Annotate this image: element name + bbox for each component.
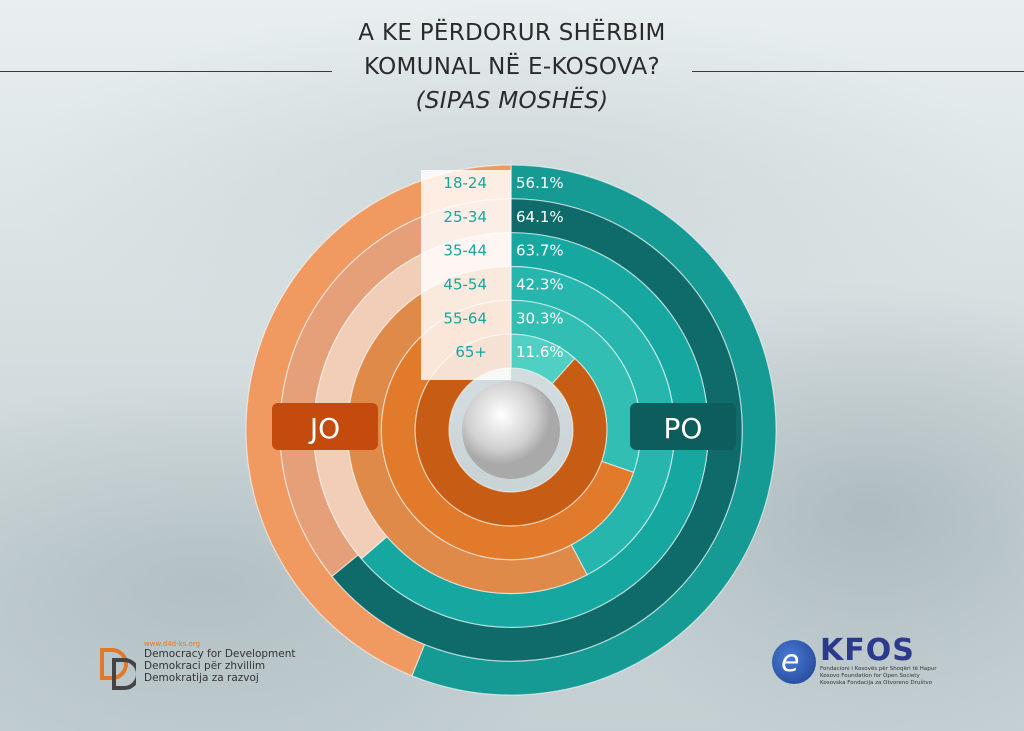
d4d-line-2: Demokraci për zhvillim — [144, 660, 266, 672]
category-label-0: 18-24 — [443, 174, 487, 192]
po-legend-box — [630, 403, 736, 450]
jo-legend-label: JO — [308, 412, 340, 445]
kfos-logo: e KFOS Fondacioni i Kosovës për Shoqëri … — [772, 636, 937, 687]
center-circle — [462, 381, 560, 479]
kfos-line-3: Kosovska Fondacija za Otvoreno Društvo — [820, 680, 932, 686]
d4d-line-3: Demokratija za razvoj — [144, 672, 259, 684]
category-label-5: 65+ — [455, 343, 487, 361]
chart-title: A KE PËRDORUR SHËRBIM KOMUNAL NË E-KOSOV… — [0, 16, 1024, 118]
d4d-mark-icon — [100, 648, 136, 690]
category-label-4: 55-64 — [443, 309, 487, 327]
kfos-line-2: Kosovo Foundation for Open Society — [820, 673, 920, 679]
po-legend-label: PO — [664, 412, 703, 445]
title-line-2: KOMUNAL NË E-KOSOVA? — [364, 54, 660, 80]
d4d-line-1: Democracy for Development — [144, 648, 296, 660]
value-label-5: 11.6% — [516, 343, 564, 361]
title-line-3: (SIPAS MOSHËS) — [415, 88, 609, 114]
kfos-name: KFOS — [820, 633, 915, 668]
jo-legend-box — [272, 403, 378, 450]
category-label-2: 35-44 — [443, 242, 487, 260]
value-label-2: 63.7% — [516, 242, 564, 260]
kfos-mark-icon: e — [772, 640, 816, 684]
value-label-4: 30.3% — [516, 309, 564, 327]
category-label-panel — [421, 170, 511, 380]
category-label-1: 25-34 — [443, 208, 487, 226]
title-rule-left — [0, 71, 332, 72]
kfos-line-1: Fondacioni i Kosovës për Shoqëri të Hapu… — [820, 666, 937, 672]
value-label-3: 42.3% — [516, 275, 564, 293]
d4d-url: www.d4d-ks.org — [144, 640, 201, 648]
category-label-3: 45-54 — [443, 275, 487, 293]
title-rule-right — [692, 71, 1024, 72]
d4d-logo: www.d4d-ks.org Democracy for Development… — [100, 640, 296, 690]
title-line-1: A KE PËRDORUR SHËRBIM — [358, 20, 666, 46]
value-label-1: 64.1% — [516, 208, 564, 226]
value-label-0: 56.1% — [516, 174, 564, 192]
